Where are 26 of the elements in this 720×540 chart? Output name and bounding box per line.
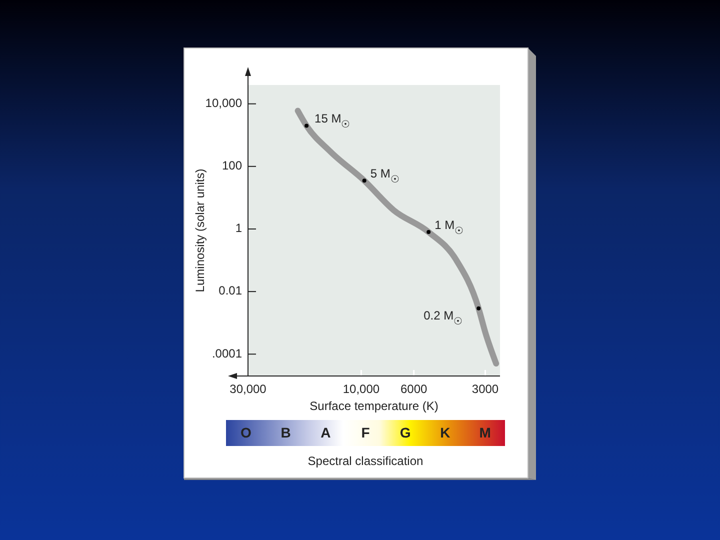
point [304, 124, 309, 128]
text: F [361, 424, 370, 441]
y-tick-label: .0001 [212, 346, 242, 360]
x-tick-label: 3000 [472, 382, 499, 396]
x-axis-title: Surface temperature (K) [310, 399, 438, 414]
text: B [280, 424, 291, 441]
text: A [320, 424, 331, 441]
y-axis-title: Luminosity (solar units) [193, 168, 208, 292]
point [362, 178, 366, 183]
x-tick-label: 30,000 [230, 382, 267, 396]
y-tick-label: 100 [222, 158, 242, 173]
x-tick-label: 10,000 [342, 382, 380, 396]
text: K [440, 424, 450, 441]
y-tick-label: 0.01 [218, 284, 242, 298]
y-tick-label: 1 [235, 221, 242, 236]
annotation: 0.2 M$_{☉}$ [424, 308, 463, 328]
annotation: 5 M$_{☉}$ [370, 166, 400, 186]
annotation: 15 M$_{☉}$ [314, 112, 350, 131]
text: G [400, 424, 411, 441]
text: O [240, 424, 252, 441]
x-tick-label: 6000 [400, 382, 428, 396]
text: Spectral classification [308, 454, 424, 468]
text: M [479, 424, 491, 441]
y-tick-label: 10,000 [205, 96, 242, 110]
point [476, 306, 481, 310]
annotation: 1 M$_{☉}$ [434, 218, 464, 238]
